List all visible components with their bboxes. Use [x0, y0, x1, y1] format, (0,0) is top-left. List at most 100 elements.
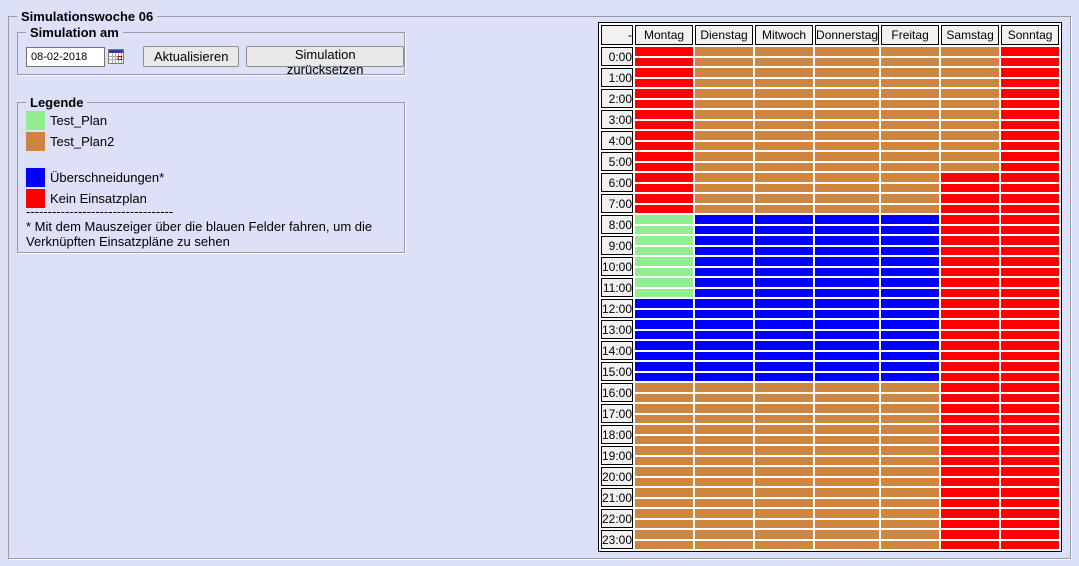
- schedule-cell[interactable]: [695, 309, 754, 318]
- schedule-cell[interactable]: [695, 278, 754, 287]
- schedule-cell[interactable]: [635, 320, 694, 329]
- schedule-cell[interactable]: [815, 257, 880, 266]
- schedule-cell: [1001, 362, 1060, 371]
- schedule-cell[interactable]: [815, 341, 880, 350]
- schedule-cell[interactable]: [815, 225, 880, 234]
- legend-divider: ----------------------------------: [26, 204, 174, 219]
- schedule-cell[interactable]: [635, 309, 694, 318]
- schedule-cell[interactable]: [755, 320, 814, 329]
- schedule-cell[interactable]: [635, 341, 694, 350]
- schedule-cell[interactable]: [695, 341, 754, 350]
- schedule-cell[interactable]: [635, 351, 694, 360]
- schedule-cell[interactable]: [695, 320, 754, 329]
- schedule-cell[interactable]: [815, 278, 880, 287]
- schedule-cell[interactable]: [755, 246, 814, 255]
- schedule-cell[interactable]: [695, 299, 754, 308]
- schedule-cell[interactable]: [755, 299, 814, 308]
- schedule-cell[interactable]: [755, 225, 814, 234]
- schedule-cell[interactable]: [815, 236, 880, 245]
- refresh-button[interactable]: Aktualisieren: [143, 46, 240, 67]
- schedule-cell[interactable]: [881, 372, 940, 381]
- schedule-cell: [695, 57, 754, 66]
- schedule-cell: [1001, 498, 1060, 507]
- schedule-cell[interactable]: [755, 372, 814, 381]
- schedule-cell[interactable]: [695, 267, 754, 276]
- schedule-cell[interactable]: [695, 330, 754, 339]
- schedule-cell: [941, 194, 1000, 203]
- schedule-cell[interactable]: [695, 351, 754, 360]
- schedule-cell[interactable]: [881, 257, 940, 266]
- reset-simulation-button[interactable]: Simulation zurücksetzen: [246, 46, 404, 77]
- schedule-cell[interactable]: [881, 288, 940, 297]
- schedule-cell: [755, 425, 814, 434]
- schedule-cell: [1001, 341, 1060, 350]
- schedule-cell[interactable]: [755, 351, 814, 360]
- schedule-cell[interactable]: [695, 362, 754, 371]
- schedule-cell[interactable]: [815, 246, 880, 255]
- schedule-cell[interactable]: [755, 309, 814, 318]
- schedule-cell[interactable]: [695, 246, 754, 255]
- schedule-cell[interactable]: [635, 362, 694, 371]
- schedule-cell: [815, 393, 880, 402]
- schedule-cell[interactable]: [815, 330, 880, 339]
- schedule-cell[interactable]: [755, 362, 814, 371]
- schedule-cell[interactable]: [695, 288, 754, 297]
- schedule-cell[interactable]: [881, 278, 940, 287]
- schedule-cell[interactable]: [695, 236, 754, 245]
- schedule-cell[interactable]: [881, 320, 940, 329]
- schedule-cell: [941, 425, 1000, 434]
- schedule-cell: [695, 456, 754, 465]
- schedule-cell[interactable]: [881, 236, 940, 245]
- schedule-cell[interactable]: [755, 257, 814, 266]
- date-input[interactable]: [26, 46, 105, 67]
- schedule-cell[interactable]: [755, 267, 814, 276]
- schedule-cell[interactable]: [695, 372, 754, 381]
- schedule-cell[interactable]: [881, 309, 940, 318]
- legend-title: Legende: [26, 95, 88, 110]
- schedule-cell[interactable]: [881, 215, 940, 224]
- schedule-cell: [695, 509, 754, 518]
- legend-item-label: Kein Einsatzplan: [50, 191, 147, 206]
- schedule-cell[interactable]: [815, 267, 880, 276]
- schedule-cell[interactable]: [815, 215, 880, 224]
- schedule-cell[interactable]: [755, 236, 814, 245]
- schedule-cell[interactable]: [815, 351, 880, 360]
- schedule-cell[interactable]: [635, 330, 694, 339]
- schedule-cell[interactable]: [815, 320, 880, 329]
- schedule-cell[interactable]: [815, 288, 880, 297]
- schedule-cell[interactable]: [881, 362, 940, 371]
- schedule-cell[interactable]: [635, 299, 694, 308]
- schedule-cell: [941, 456, 1000, 465]
- schedule-cell[interactable]: [815, 309, 880, 318]
- schedule-cell[interactable]: [755, 341, 814, 350]
- schedule-cell[interactable]: [695, 257, 754, 266]
- schedule-cell: [1001, 68, 1060, 77]
- legend-item: Kein Einsatzplan: [26, 189, 164, 208]
- schedule-cell: [881, 204, 940, 213]
- schedule-cell[interactable]: [881, 341, 940, 350]
- schedule-cell[interactable]: [881, 351, 940, 360]
- schedule-cell: [755, 498, 814, 507]
- schedule-cell[interactable]: [815, 372, 880, 381]
- schedule-cell[interactable]: [695, 215, 754, 224]
- schedule-cell[interactable]: [881, 299, 940, 308]
- schedule-cell[interactable]: [881, 267, 940, 276]
- schedule-cell[interactable]: [635, 372, 694, 381]
- schedule-table: - Montag Dienstag Mitwoch Donnerstag Freitag S…: [598, 22, 1063, 552]
- schedule-cell: [941, 141, 1000, 150]
- schedule-cell[interactable]: [755, 330, 814, 339]
- calendar-icon[interactable]: [108, 49, 124, 64]
- schedule-cell[interactable]: [755, 278, 814, 287]
- schedule-cell: [815, 446, 880, 455]
- schedule-cell[interactable]: [881, 330, 940, 339]
- schedule-cell[interactable]: [881, 246, 940, 255]
- schedule-cell: [695, 519, 754, 528]
- simulationswoche-panel: Simulationswoche 06 Simulation am: [8, 9, 1071, 559]
- schedule-cell[interactable]: [755, 215, 814, 224]
- schedule-cell[interactable]: [695, 225, 754, 234]
- schedule-cell[interactable]: [881, 225, 940, 234]
- schedule-cell[interactable]: [815, 299, 880, 308]
- schedule-cell: [941, 225, 1000, 234]
- schedule-cell[interactable]: [755, 288, 814, 297]
- schedule-cell[interactable]: [815, 362, 880, 371]
